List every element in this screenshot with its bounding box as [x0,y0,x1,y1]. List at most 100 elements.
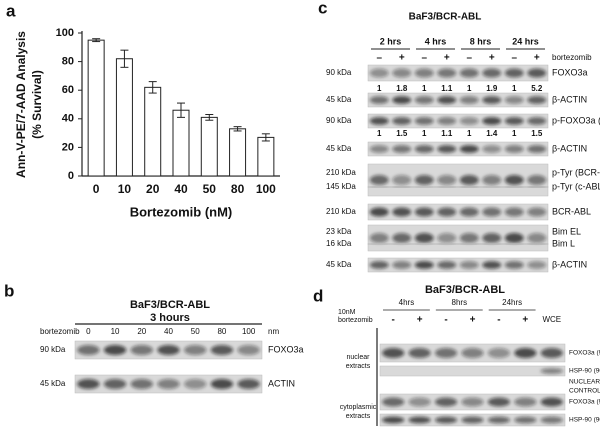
sign-label: - [497,315,500,326]
band [461,416,484,424]
band [527,117,547,125]
marker-label: 45 kDa [326,144,352,153]
sign-label: + [444,53,450,64]
band [392,233,412,243]
band [392,261,412,269]
error-bar [148,81,157,94]
fold-change: 1 [512,84,517,93]
protein-label: β-ACTIN [552,143,587,153]
x-tick-label: 100 [256,182,276,196]
band [527,243,547,245]
band [437,145,457,153]
band [369,207,389,217]
protein-label: CONTROL [569,388,600,395]
fold-change: 1 [467,129,472,138]
band [414,145,434,153]
protein-label: HSP-90 (90 kDa) [569,417,600,424]
sign-label: – [466,53,472,64]
band [459,117,479,125]
unit-label: nm [268,327,279,336]
time-label: 24hrs [502,298,522,307]
wce-label: WCE [542,315,561,324]
bar [115,58,133,177]
y-tick-label: 80 [62,56,74,68]
band [437,96,457,104]
band [408,397,431,407]
protein-label: β-ACTIN [552,259,587,269]
band [437,186,457,188]
band [459,96,479,104]
fold-change: 1 [467,84,472,93]
dose-label: 50 [191,327,200,336]
band [459,243,479,245]
time-label: 3 hours [150,312,190,324]
protein-label: ACTIN [268,378,295,388]
fold-change: 1 [422,84,427,93]
blot-strip [367,203,549,221]
band [482,186,502,188]
fold-change: 1 [422,129,427,138]
band [414,261,434,269]
sign-label: + [489,53,495,64]
band [459,261,479,269]
band [482,96,502,104]
bar [144,86,162,177]
band [540,416,563,424]
blot-title: BaF3/BCR-ABL [409,12,482,23]
band [130,379,154,389]
band [392,243,412,245]
band [504,145,524,153]
band [504,261,524,269]
panel-letter: c [318,0,327,17]
band [392,175,412,185]
treatment-label: bortezomib [552,53,592,62]
sign-label: + [417,315,423,326]
band [461,348,484,358]
band [459,145,479,153]
band [487,416,511,424]
y-axis-title: (% Survival) [30,70,44,139]
band [210,345,234,355]
protein-label: Bim L [552,238,575,248]
band [369,243,389,245]
band [514,348,537,358]
treatment-label: 10nM [338,309,356,316]
band [77,345,100,355]
bar [257,136,275,177]
x-tick-label: 80 [231,182,245,196]
marker-label: 210 kDa [326,207,356,216]
band [527,261,547,269]
fold-change: 1.1 [441,84,453,93]
marker-label: 45 kDa [40,379,66,388]
band [392,145,412,153]
protein-label: FOXO3a [552,67,588,77]
bar [229,128,247,177]
sign-label: + [399,53,405,64]
blot-strip [379,365,566,377]
error-bar [177,102,185,118]
band [482,117,502,125]
band [459,233,479,243]
time-label: 4 hrs [425,36,447,46]
band [459,68,479,78]
blot-strip [367,186,549,188]
band [459,175,479,185]
blot-strip [367,257,549,273]
band [504,96,524,104]
band [103,379,127,389]
band [482,68,502,78]
band [527,175,547,185]
band [504,175,524,185]
band [369,175,389,185]
sign-label: + [470,315,476,326]
time-label: 24 hrs [512,36,539,46]
error-bar [261,133,270,142]
dose-label: 40 [164,327,173,336]
fraction-label: extracts [346,413,371,420]
protein-label: p-Tyr (BCR-ABL) [552,167,600,177]
band [504,186,524,188]
fraction-label: extracts [346,363,371,370]
protein-label: β-ACTIN [552,94,587,104]
band [183,345,207,355]
